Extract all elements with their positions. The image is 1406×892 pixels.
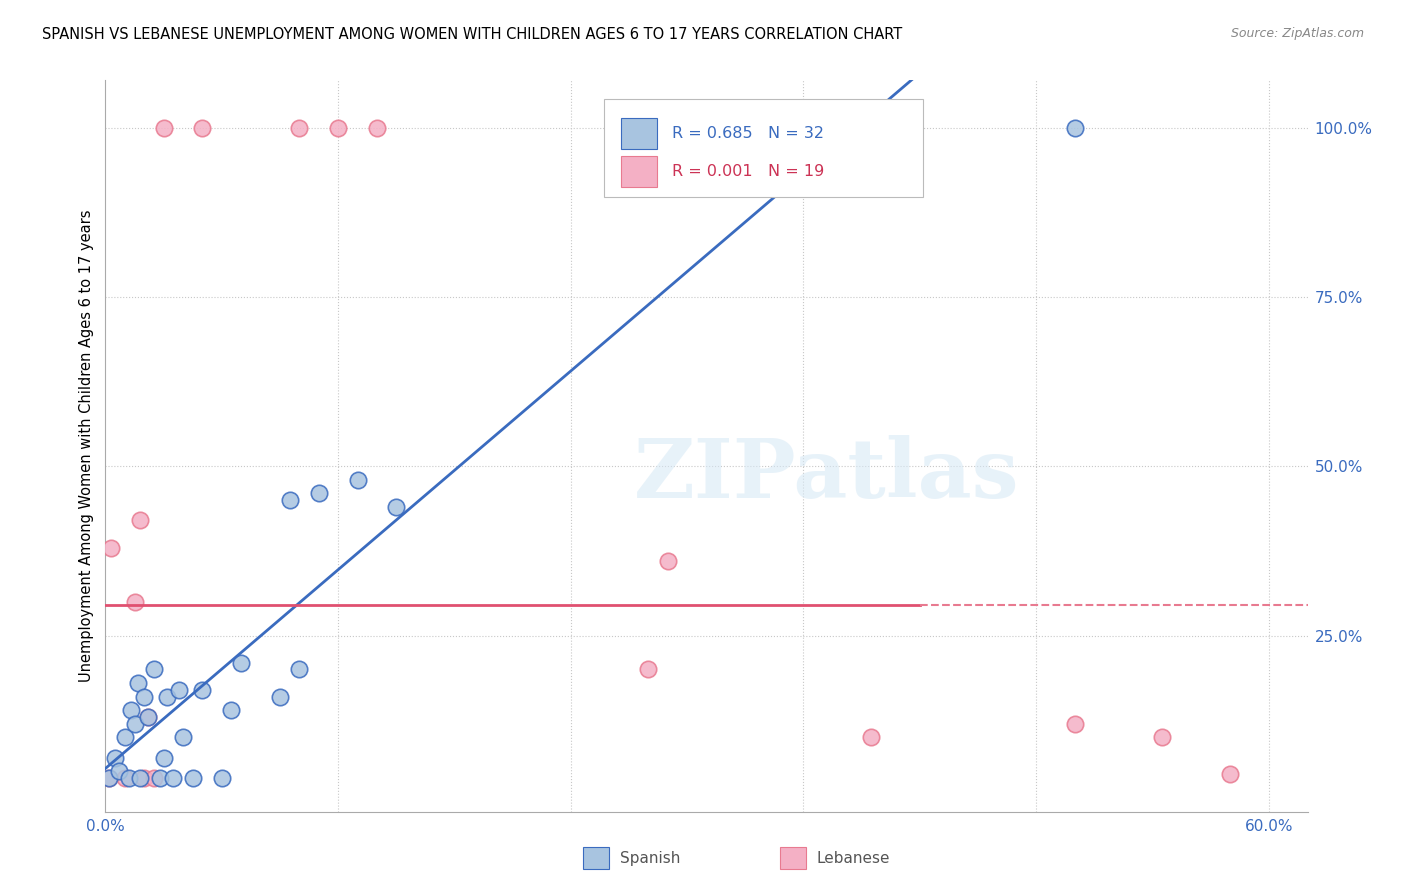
Point bbox=[152, 120, 174, 135]
Point bbox=[136, 710, 159, 724]
Point bbox=[221, 703, 243, 717]
Point bbox=[1152, 730, 1174, 744]
Y-axis label: Unemployment Among Women with Children Ages 6 to 17 years: Unemployment Among Women with Children A… bbox=[79, 210, 94, 682]
Text: Spanish: Spanish bbox=[620, 851, 681, 865]
Point bbox=[366, 120, 388, 135]
FancyBboxPatch shape bbox=[621, 119, 657, 149]
Point bbox=[149, 771, 172, 785]
Text: R = 0.001   N = 19: R = 0.001 N = 19 bbox=[672, 164, 824, 179]
Point bbox=[127, 676, 149, 690]
Point bbox=[129, 771, 152, 785]
Text: Source: ZipAtlas.com: Source: ZipAtlas.com bbox=[1230, 27, 1364, 40]
Point bbox=[288, 120, 311, 135]
Text: R = 0.685   N = 32: R = 0.685 N = 32 bbox=[672, 126, 824, 141]
Point bbox=[346, 473, 368, 487]
Point bbox=[162, 771, 184, 785]
Point bbox=[124, 716, 146, 731]
Point bbox=[172, 730, 194, 744]
Point bbox=[1219, 767, 1241, 781]
Point bbox=[98, 771, 121, 785]
Point bbox=[666, 120, 689, 135]
Point bbox=[129, 514, 152, 528]
Point bbox=[385, 500, 408, 514]
Point bbox=[231, 656, 253, 670]
Point bbox=[269, 690, 291, 704]
Point bbox=[114, 771, 136, 785]
Point bbox=[136, 710, 159, 724]
Point bbox=[120, 703, 142, 717]
Point bbox=[118, 771, 141, 785]
Point bbox=[1064, 716, 1087, 731]
Point bbox=[288, 663, 311, 677]
Point bbox=[657, 554, 679, 568]
Point bbox=[152, 750, 174, 764]
Point bbox=[637, 663, 659, 677]
Point bbox=[181, 771, 204, 785]
Point bbox=[860, 730, 883, 744]
Point bbox=[167, 682, 190, 697]
Point bbox=[657, 120, 679, 135]
Point bbox=[142, 771, 165, 785]
Point bbox=[326, 120, 349, 135]
Point bbox=[134, 690, 156, 704]
Text: ZIPatlas: ZIPatlas bbox=[634, 435, 1019, 516]
Point bbox=[98, 771, 121, 785]
Text: SPANISH VS LEBANESE UNEMPLOYMENT AMONG WOMEN WITH CHILDREN AGES 6 TO 17 YEARS CO: SPANISH VS LEBANESE UNEMPLOYMENT AMONG W… bbox=[42, 27, 903, 42]
Point bbox=[142, 663, 165, 677]
Point bbox=[104, 750, 127, 764]
Point bbox=[134, 771, 156, 785]
Point bbox=[100, 541, 122, 555]
Point bbox=[124, 595, 146, 609]
FancyBboxPatch shape bbox=[621, 156, 657, 187]
Point bbox=[1064, 120, 1087, 135]
Point bbox=[108, 764, 131, 778]
Point bbox=[191, 120, 214, 135]
FancyBboxPatch shape bbox=[605, 99, 922, 197]
Point bbox=[191, 682, 214, 697]
Point bbox=[308, 486, 330, 500]
Point bbox=[278, 493, 301, 508]
Point bbox=[114, 730, 136, 744]
Text: Lebanese: Lebanese bbox=[817, 851, 890, 865]
Point bbox=[156, 690, 179, 704]
Point bbox=[211, 771, 233, 785]
